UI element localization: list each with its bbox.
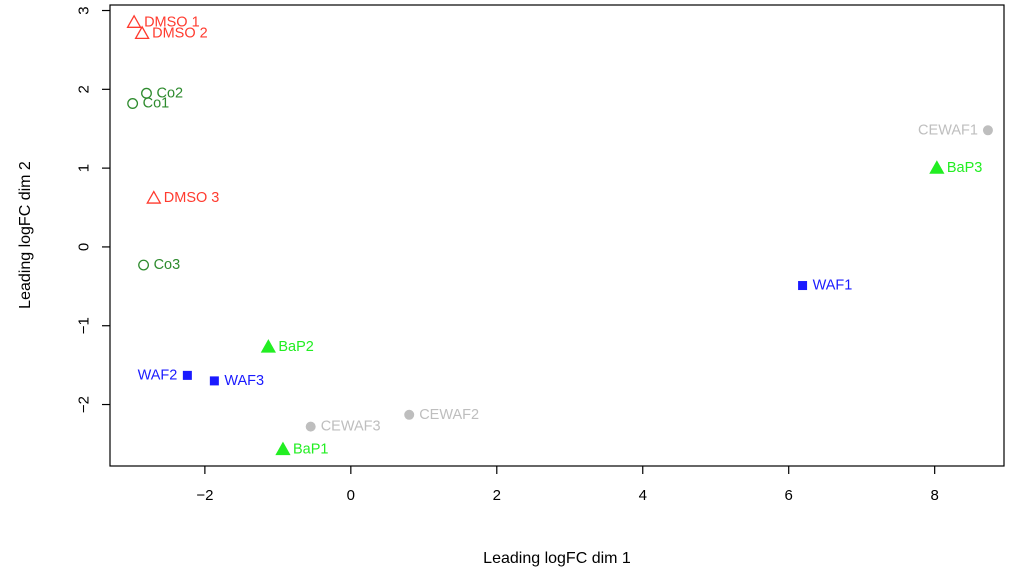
x-axis-title: Leading logFC dim 1 bbox=[483, 550, 631, 567]
point-dmso-1: DMSO 1 bbox=[126, 14, 200, 30]
x-tick-label: 0 bbox=[347, 487, 355, 504]
point-label: DMSO 2 bbox=[152, 25, 208, 41]
point-waf1: WAF1 bbox=[798, 278, 852, 294]
point-marker bbox=[138, 259, 150, 271]
point-bap3: BaP3 bbox=[929, 160, 982, 176]
point-label: Co1 bbox=[143, 96, 170, 112]
point-marker bbox=[275, 441, 291, 456]
point-marker bbox=[305, 421, 316, 432]
point-label: WAF1 bbox=[813, 278, 853, 294]
y-tick-label: 1 bbox=[76, 164, 93, 172]
y-tick-label: −2 bbox=[76, 396, 93, 413]
point-cewaf3: CEWAF3 bbox=[305, 419, 381, 435]
point-cewaf1: CEWAF1 bbox=[918, 122, 993, 138]
point-co2: Co2 bbox=[141, 85, 183, 101]
point-marker bbox=[182, 370, 192, 380]
y-tick-label: 2 bbox=[76, 85, 93, 93]
x-tick-label: 2 bbox=[493, 487, 501, 504]
point-label: DMSO 3 bbox=[164, 190, 220, 206]
point-waf3: WAF3 bbox=[209, 373, 264, 389]
plot-frame bbox=[109, 4, 1005, 467]
point-bap1: BaP1 bbox=[275, 441, 328, 457]
point-label: Co2 bbox=[156, 85, 183, 101]
point-marker bbox=[146, 190, 162, 204]
x-tick-label: 4 bbox=[639, 487, 647, 504]
point-waf2: WAF2 bbox=[138, 367, 192, 383]
point-label: CEWAF1 bbox=[918, 122, 978, 138]
y-tick-label: 3 bbox=[76, 6, 93, 14]
point-cewaf2: CEWAF2 bbox=[404, 407, 479, 423]
point-marker bbox=[209, 376, 219, 386]
point-co3: Co3 bbox=[138, 257, 181, 273]
point-label: WAF3 bbox=[224, 373, 264, 389]
y-axis: −2 −1 0 1 2 3 bbox=[76, 6, 110, 413]
point-label: BaP3 bbox=[947, 160, 982, 176]
point-marker bbox=[798, 281, 808, 291]
y-tick-label: 0 bbox=[76, 243, 93, 251]
point-marker bbox=[404, 409, 415, 420]
point-label: CEWAF3 bbox=[321, 419, 381, 435]
y-axis-title: Leading logFC dim 2 bbox=[17, 161, 34, 309]
point-dmso-2: DMSO 2 bbox=[134, 25, 208, 41]
point-label: DMSO 1 bbox=[144, 14, 200, 30]
point-co1: Co1 bbox=[127, 96, 170, 112]
point-label: Co3 bbox=[154, 257, 181, 273]
point-marker bbox=[260, 339, 276, 353]
point-label: WAF2 bbox=[138, 367, 178, 383]
y-tick-label: −1 bbox=[76, 317, 93, 334]
point-marker bbox=[929, 160, 945, 174]
point-marker bbox=[126, 14, 142, 28]
point-marker bbox=[141, 87, 152, 99]
point-marker bbox=[982, 125, 993, 136]
x-tick-label: −2 bbox=[196, 487, 213, 504]
point-marker bbox=[134, 25, 150, 40]
point-label: BaP2 bbox=[278, 339, 313, 355]
point-dmso-3: DMSO 3 bbox=[146, 190, 220, 206]
point-marker bbox=[127, 98, 139, 109]
x-tick-label: 6 bbox=[785, 487, 793, 504]
point-label: BaP1 bbox=[293, 441, 328, 457]
point-label: CEWAF2 bbox=[419, 407, 479, 423]
x-tick-label: 8 bbox=[930, 487, 938, 504]
point-bap2: BaP2 bbox=[260, 339, 314, 355]
x-axis: −2 0 2 4 6 8 bbox=[196, 466, 939, 504]
